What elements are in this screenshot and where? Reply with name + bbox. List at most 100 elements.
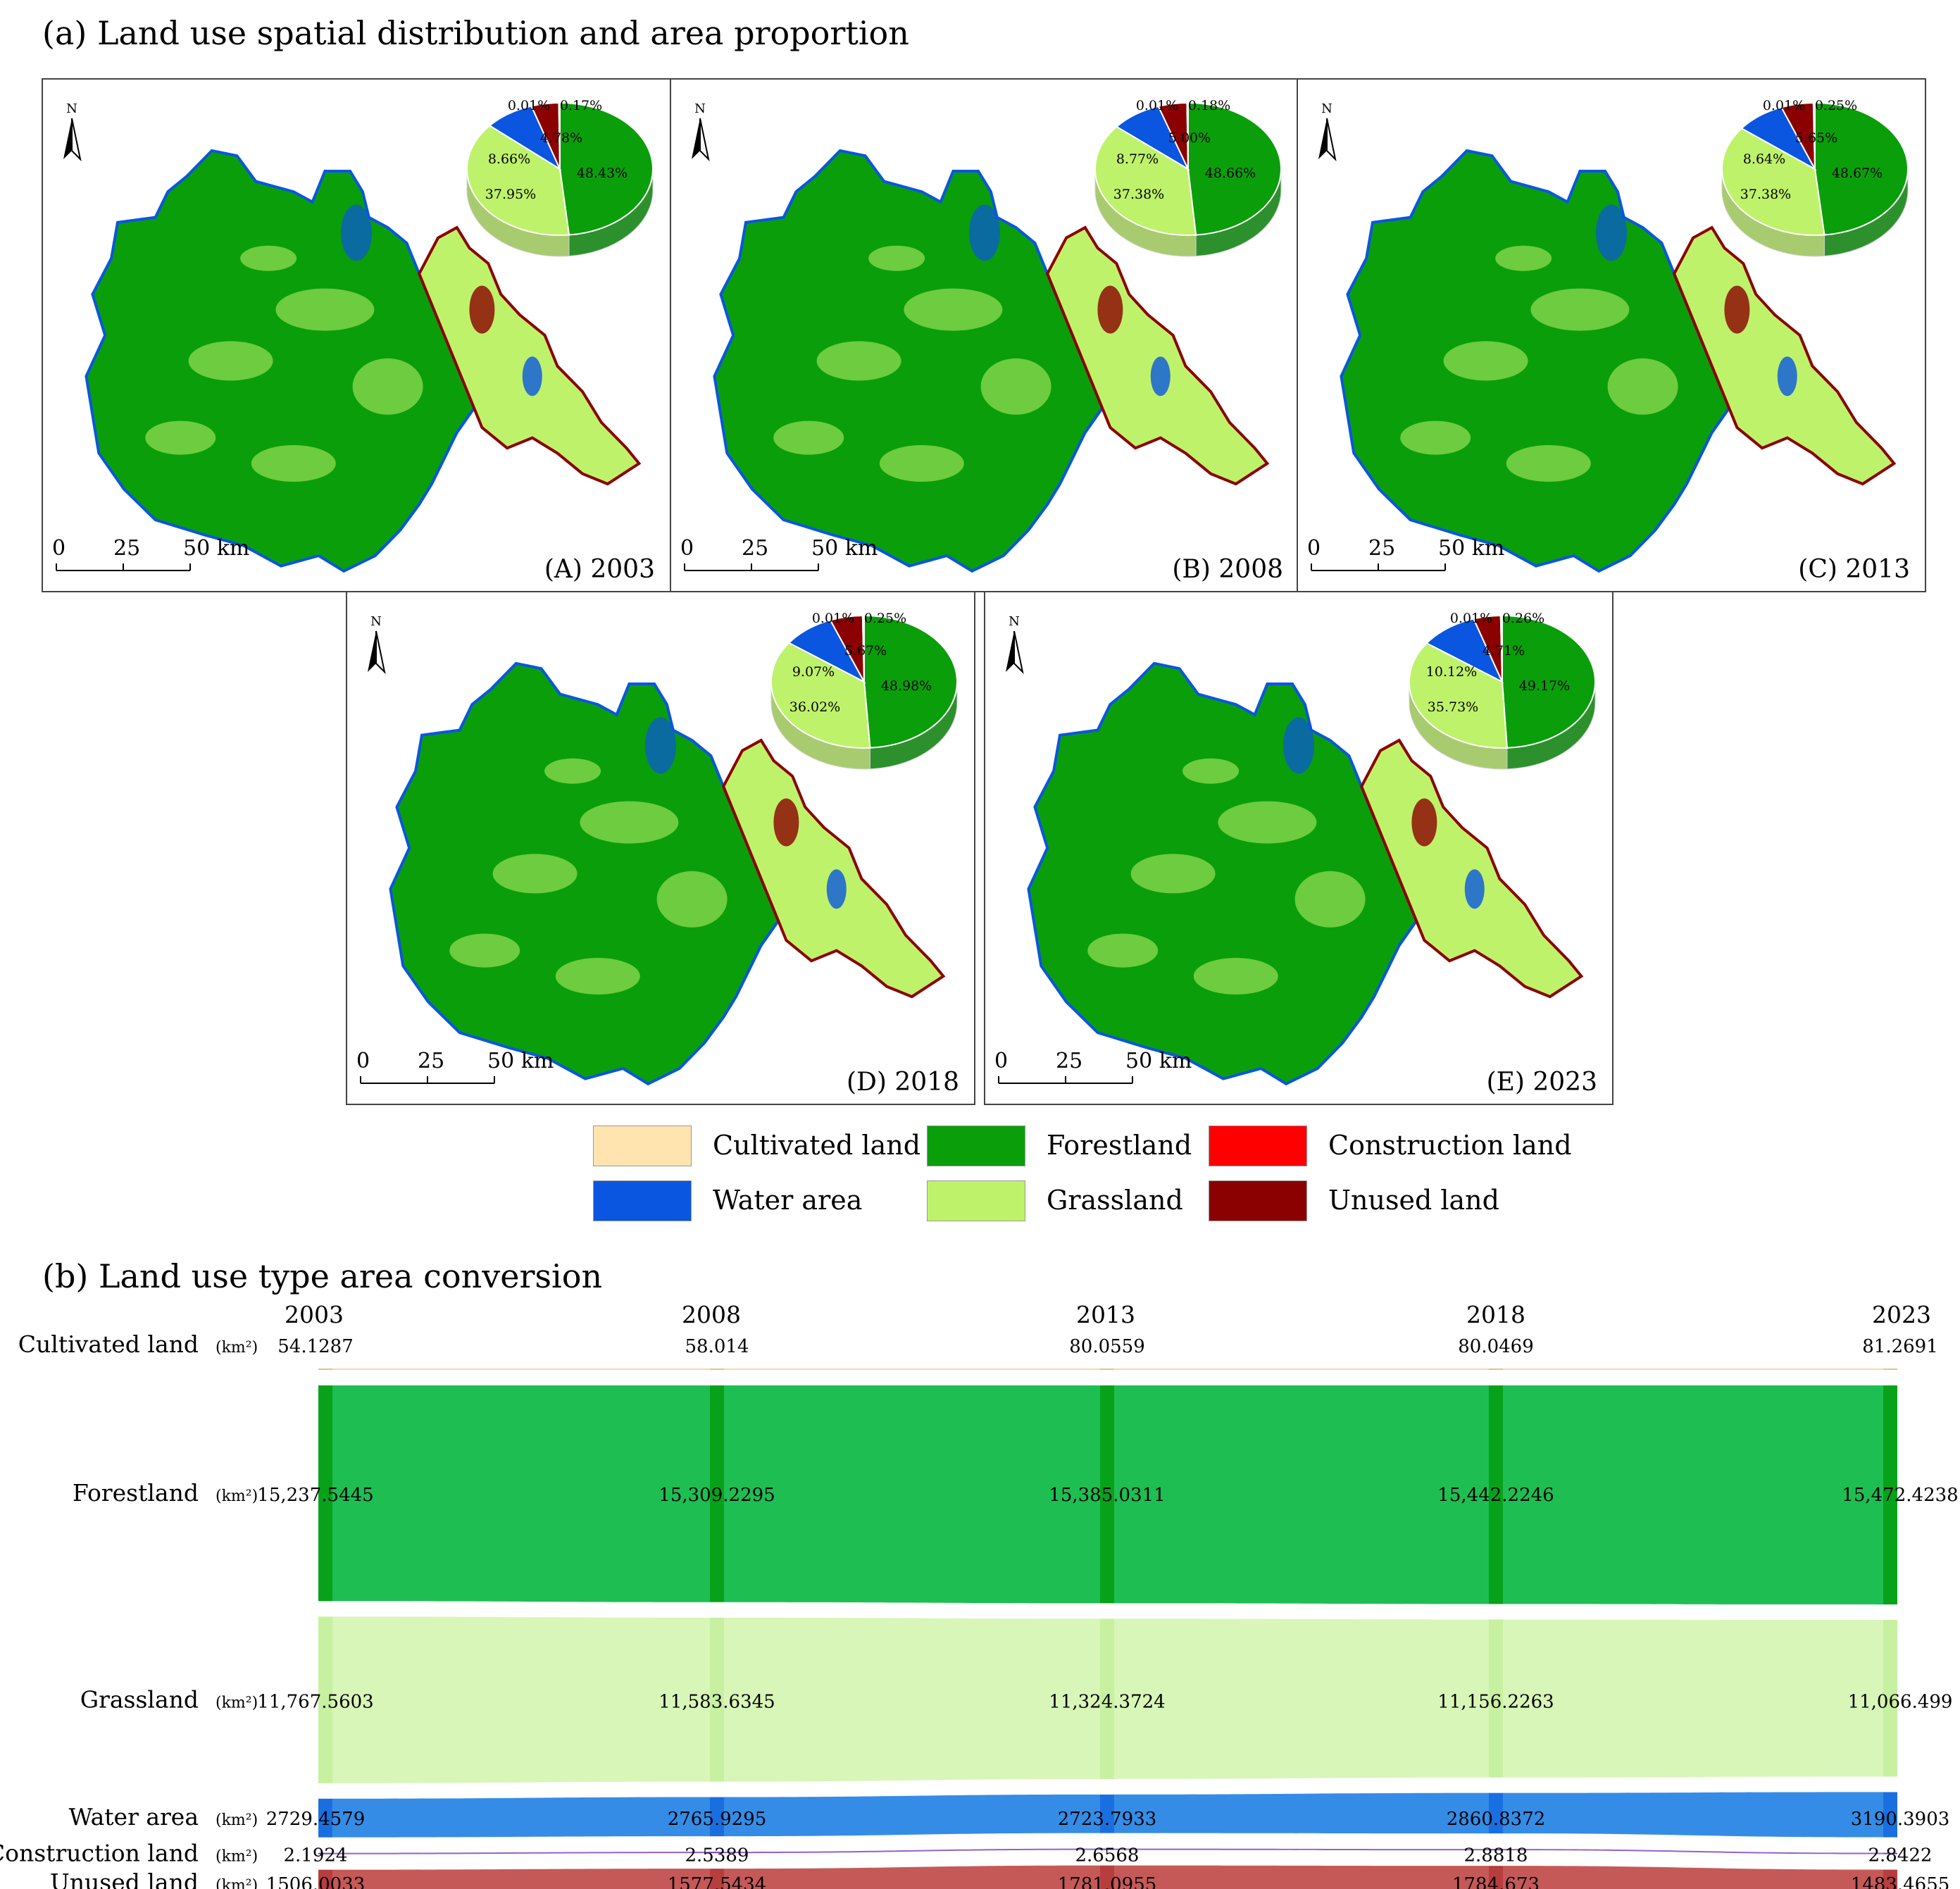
flow-unused [724,1865,1100,1889]
flow-grassland [1114,1619,1489,1779]
pie-label-forest: 48.43% [577,166,628,181]
legend-swatch-forest [927,1126,1025,1166]
flow-forest [332,1385,710,1602]
pie-label-construction: 0.25% [864,611,906,626]
grassland-patch [1400,420,1471,455]
pie-label-unused: 4.71% [1483,643,1525,659]
grassland-patch [275,288,375,331]
map-panel-4: N 0 25 50 km (D) 2018 48.98% 36.02% 9.07% 5.67% 0… [346,591,975,1105]
pie-slice-forest [1502,614,1596,749]
node-water [1100,1794,1114,1833]
grassland-patch [449,933,520,968]
flow-unused [332,1869,710,1889]
legend-swatch-unused [1209,1180,1307,1221]
unit-label: (km²) [216,1488,258,1505]
water-patch [1777,356,1797,397]
flow-forest [1503,1385,1883,1604]
node-cultivated [318,1369,332,1370]
value-label: 2729.4579 [266,1809,366,1830]
panel-label: (B) 2008 [1172,555,1283,584]
grassland-patch [1495,245,1552,271]
node-grassland [1883,1619,1897,1777]
pie-slice-forest [1814,101,1909,236]
grassland-patch [1218,801,1317,844]
legend-swatch-construction [1209,1126,1307,1166]
scale-bar-label: 50 km [1125,1049,1192,1073]
pie-label-water: 8.77% [1116,151,1159,167]
flow-construction [1503,1849,1883,1854]
flow-forest [724,1385,1100,1604]
node-water [1883,1792,1897,1838]
value-label: 2.5389 [685,1845,749,1866]
unused-land-patch [469,285,495,334]
grassland-patch [251,445,336,482]
flow-water [332,1797,710,1838]
legend-label-cultivated: Cultivated land [713,1130,921,1161]
node-forest [1883,1385,1897,1604]
flow-cultivated [332,1369,710,1370]
grassland-patch [352,358,423,415]
node-unused [1100,1865,1114,1889]
value-label: 15,309.2295 [658,1485,775,1506]
node-forest [710,1385,724,1602]
pie-label-construction: 0.17% [560,98,602,113]
north-arrow-label: N [370,614,382,629]
value-label: 2.8422 [1868,1845,1933,1866]
node-forest [1100,1385,1114,1604]
pie-label-unused: 5.67% [844,643,887,659]
grassland-patch [555,958,640,995]
pie-slice-grassland [1094,125,1197,236]
value-label: 15,442.2246 [1437,1485,1554,1506]
node-unused [1883,1869,1897,1889]
legend-swatch-water [593,1180,692,1221]
legend-label-construction: Construction land [1328,1130,1572,1161]
water-patch [341,204,372,261]
value-label: 54.1287 [277,1336,354,1357]
grassland-patch [816,341,901,381]
node-construction [710,1852,724,1854]
year-label: 2003 [285,1301,344,1328]
flow-construction [724,1848,1100,1854]
panel-label: (E) 2023 [1487,1068,1597,1097]
node-construction [1883,1852,1897,1854]
legend-label-water: Water area [713,1185,863,1216]
node-water [318,1798,332,1838]
north-arrow-icon [71,118,82,162]
grassland-patch [492,854,578,894]
pie-label-cultivated: 0.01% [1450,611,1492,626]
flow-construction [1114,1848,1489,1851]
scale-bar-label: 25 [113,536,140,561]
legend-swatch-cultivated [593,1126,692,1166]
node-forest [1489,1385,1503,1604]
year-label: 2018 [1466,1301,1525,1328]
flow-unused [1114,1865,1489,1889]
value-label: 1483.4655 [1851,1874,1950,1889]
year-label: 2023 [1872,1301,1931,1328]
water-patch [645,717,676,774]
flow-construction [332,1852,710,1854]
pie-slice-grassland [1721,127,1825,236]
pie-label-grassland: 37.95% [485,187,536,202]
pie-label-construction: 0.26% [1502,611,1544,626]
unit-label: (km²) [216,1877,258,1889]
grassland-patch [1087,933,1159,968]
pie-label-grassland: 37.38% [1740,187,1791,202]
unit-label: (km²) [216,1812,258,1829]
legend-label-grassland: Grassland [1047,1185,1183,1216]
node-grassland [1489,1619,1503,1778]
node-water [1489,1793,1503,1834]
water-patch [826,869,847,909]
node-cultivated [1100,1369,1114,1370]
category-label: Water area [69,1803,199,1831]
pie-label-grassland: 37.38% [1113,187,1164,202]
scale-bar-label: 0 [52,536,65,561]
pie-label-cultivated: 0.01% [812,611,854,626]
scale-bar-label: 25 [742,536,768,561]
north-arrow-icon [1326,118,1337,162]
scale-bar-label: 0 [994,1049,1008,1073]
pie-label-forest: 48.66% [1205,166,1256,181]
unit-label: (km²) [216,1339,258,1357]
year-label: 2008 [682,1301,741,1328]
north-arrow-icon [63,118,72,159]
pie-label-water: 8.64% [1743,151,1785,167]
